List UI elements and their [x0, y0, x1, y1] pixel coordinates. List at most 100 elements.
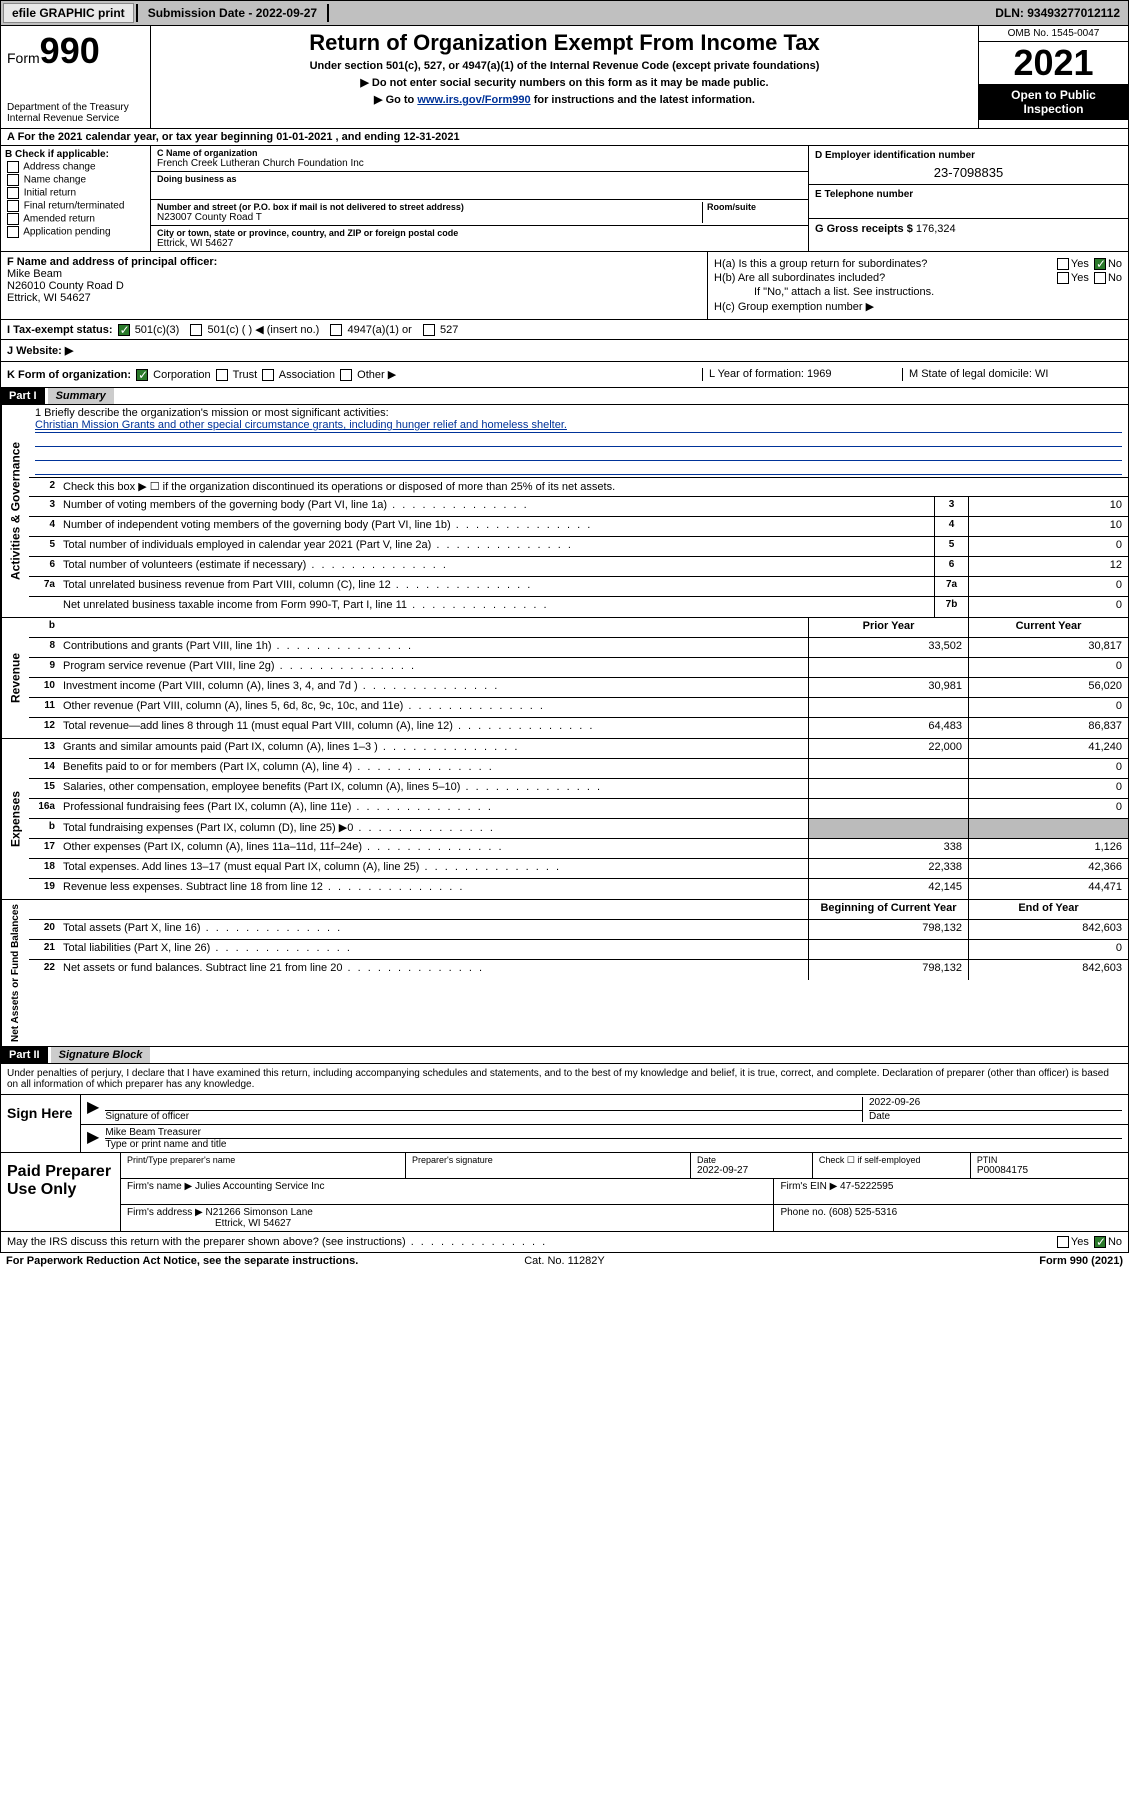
chk-corporation[interactable]: [136, 369, 148, 381]
line-number: 16a: [29, 799, 59, 818]
section-activities: Activities & Governance 1 Briefly descri…: [0, 405, 1129, 618]
line-value: 0: [968, 597, 1128, 617]
table-row: 18Total expenses. Add lines 13–17 (must …: [29, 859, 1128, 879]
discuss-no-chk[interactable]: [1094, 1236, 1106, 1248]
current-value: 86,837: [968, 718, 1128, 738]
table-row: 21Total liabilities (Part X, line 26)0: [29, 940, 1128, 960]
line-value: 0: [968, 577, 1128, 596]
table-row: 20Total assets (Part X, line 16)798,1328…: [29, 920, 1128, 940]
sig-officer-label: Signature of officer: [105, 1111, 862, 1122]
line-2-num: 2: [29, 478, 59, 496]
chk-4947[interactable]: [330, 324, 342, 336]
chk-amended-return[interactable]: Amended return: [5, 213, 146, 225]
table-row: 13Grants and similar amounts paid (Part …: [29, 739, 1128, 759]
line-description: Number of independent voting members of …: [59, 517, 934, 536]
line-2-desc: Check this box ▶ ☐ if the organization d…: [59, 478, 1128, 496]
current-value: 30,817: [968, 638, 1128, 657]
line-value: 0: [968, 537, 1128, 556]
open-inspection-badge: Open to Public Inspection: [979, 84, 1128, 120]
chk-initial-return[interactable]: Initial return: [5, 187, 146, 199]
line-number: 12: [29, 718, 59, 738]
header-title-block: Return of Organization Exempt From Incom…: [151, 26, 978, 128]
line-number: 19: [29, 879, 59, 899]
prior-value: 64,483: [808, 718, 968, 738]
line-number: 15: [29, 779, 59, 798]
addr-label: Number and street (or P.O. box if mail i…: [157, 202, 702, 212]
discuss-row: May the IRS discuss this return with the…: [0, 1232, 1129, 1253]
discuss-question: May the IRS discuss this return with the…: [7, 1236, 962, 1248]
end-year-header: End of Year: [968, 900, 1128, 919]
line-number: 13: [29, 739, 59, 758]
side-label-expenses: Expenses: [1, 739, 29, 899]
page-footer: For Paperwork Reduction Act Notice, see …: [0, 1253, 1129, 1269]
table-row: 9Program service revenue (Part VIII, lin…: [29, 658, 1128, 678]
table-row: 4Number of independent voting members of…: [29, 517, 1128, 537]
room-label: Room/suite: [707, 202, 802, 212]
prior-value: [808, 759, 968, 778]
line-number: 3: [29, 497, 59, 516]
current-value: 0: [968, 779, 1128, 798]
officer-city: Ettrick, WI 54627: [7, 292, 701, 304]
chk-address-change[interactable]: Address change: [5, 161, 146, 173]
dba-label: Doing business as: [157, 174, 802, 184]
preparer-block: Paid Preparer Use Only Print/Type prepar…: [1, 1152, 1128, 1231]
line-description: Other revenue (Part VIII, column (A), li…: [59, 698, 808, 717]
discuss-yes-chk[interactable]: [1057, 1236, 1069, 1248]
line-number: 17: [29, 839, 59, 858]
table-row: 7aTotal unrelated business revenue from …: [29, 577, 1128, 597]
table-row: 3Number of voting members of the governi…: [29, 497, 1128, 517]
irs-link[interactable]: www.irs.gov/Form990: [417, 94, 530, 106]
signature-block: Under penalties of perjury, I declare th…: [0, 1064, 1129, 1232]
sig-date-value: 2022-09-26: [869, 1097, 1122, 1111]
prior-value: [808, 658, 968, 677]
chk-501c[interactable]: [190, 324, 202, 336]
prior-value: 33,502: [808, 638, 968, 657]
hb-note: If "No," attach a list. See instructions…: [714, 286, 1122, 298]
table-row: 11Other revenue (Part VIII, column (A), …: [29, 698, 1128, 718]
chk-trust[interactable]: [216, 369, 228, 381]
efile-print-button[interactable]: efile GRAPHIC print: [3, 3, 134, 23]
current-value: 0: [968, 799, 1128, 818]
line-value: 12: [968, 557, 1128, 576]
chk-501c3[interactable]: [118, 324, 130, 336]
mission-text-link[interactable]: Christian Mission Grants and other speci…: [35, 419, 567, 431]
firm-city: Ettrick, WI 54627: [215, 1218, 291, 1229]
sign-arrow-icon-2: ▶: [87, 1127, 99, 1150]
tax-year: 2021: [979, 42, 1128, 84]
line-box: 7b: [934, 597, 968, 617]
firm-phone: (608) 525-5316: [829, 1207, 897, 1218]
chk-association[interactable]: [262, 369, 274, 381]
prior-value: 798,132: [808, 960, 968, 980]
table-row: 12Total revenue—add lines 8 through 11 (…: [29, 718, 1128, 738]
col-b-header: B Check if applicable:: [5, 149, 146, 160]
line-description: Benefits paid to or for members (Part IX…: [59, 759, 808, 778]
current-value: [968, 819, 1128, 838]
current-value: 842,603: [968, 960, 1128, 980]
sign-here-label: Sign Here: [1, 1095, 81, 1152]
firm-ein: 47-5222595: [840, 1181, 893, 1192]
current-value: 41,240: [968, 739, 1128, 758]
current-value: 1,126: [968, 839, 1128, 858]
chk-527[interactable]: [423, 324, 435, 336]
row-j-website: J Website: ▶: [0, 340, 1129, 362]
table-row: 14Benefits paid to or for members (Part …: [29, 759, 1128, 779]
block-b-through-g: B Check if applicable: Address change Na…: [0, 146, 1129, 252]
form-number: 990: [40, 30, 100, 71]
prep-selfemp-label: Check ☐ if self-employed: [819, 1155, 964, 1166]
line-description: Total revenue—add lines 8 through 11 (mu…: [59, 718, 808, 738]
prior-value: 30,981: [808, 678, 968, 697]
addr-value: N23007 County Road T: [157, 212, 702, 223]
officer-name-label: Type or print name and title: [105, 1139, 1122, 1150]
chk-final-return[interactable]: Final return/terminated: [5, 200, 146, 212]
chk-other[interactable]: [340, 369, 352, 381]
prep-sig-label: Preparer's signature: [412, 1155, 684, 1165]
row-k-form-org: K Form of organization: Corporation Trus…: [0, 362, 1129, 388]
line-number: 21: [29, 940, 59, 959]
prior-value: [808, 819, 968, 838]
omb-number: OMB No. 1545-0047: [979, 26, 1128, 42]
chk-application-pending[interactable]: Application pending: [5, 226, 146, 238]
chk-name-change[interactable]: Name change: [5, 174, 146, 186]
part-1-label: Part I: [1, 388, 45, 404]
col-b-checkboxes: B Check if applicable: Address change Na…: [1, 146, 151, 251]
prior-year-header: Prior Year: [808, 618, 968, 637]
